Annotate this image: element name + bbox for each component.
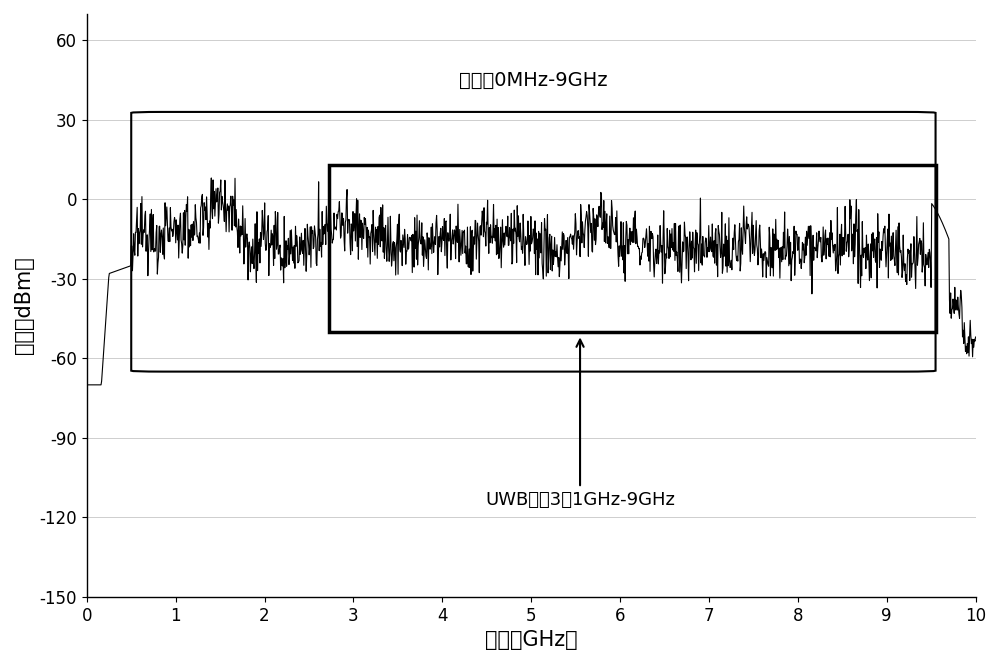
Y-axis label: 功率（dBm）: 功率（dBm） — [14, 256, 34, 354]
Bar — [329, 165, 936, 332]
X-axis label: 频率（GHz）: 频率（GHz） — [485, 630, 577, 650]
Text: UWB带剐3．1GHz-9GHz: UWB带剐3．1GHz-9GHz — [485, 339, 675, 509]
Text: 总带剐0MHz-9GHz: 总带剐0MHz-9GHz — [459, 70, 608, 90]
